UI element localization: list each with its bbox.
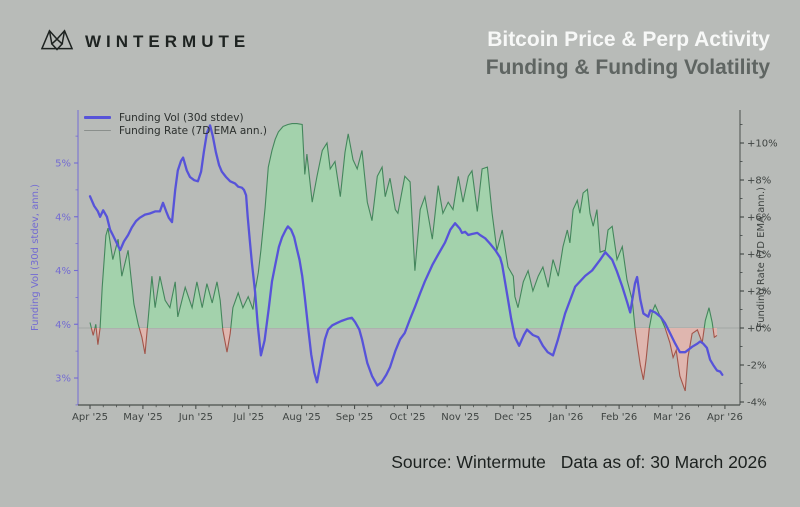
legend-item-funding-rate: Funding Rate (7D EMA ann.) [84,124,267,137]
svg-text:Sep '25: Sep '25 [336,412,374,423]
svg-text:5%: 5% [55,159,71,170]
source-footer: Source: Wintermute Data as of: 30 March … [391,452,767,473]
svg-text:May '25: May '25 [123,412,162,423]
svg-text:4%: 4% [55,212,71,223]
legend-item-funding-vol: Funding Vol (30d stdev) [84,111,267,124]
svg-text:+6%: +6% [747,213,771,224]
svg-text:Aug '25: Aug '25 [283,412,321,423]
svg-text:Jun '25: Jun '25 [178,412,213,423]
svg-text:+2%: +2% [747,287,771,298]
svg-text:-4%: -4% [747,398,766,409]
svg-text:Feb '26: Feb '26 [601,412,637,423]
svg-text:-2%: -2% [747,361,766,372]
svg-text:+4%: +4% [747,250,771,261]
source-text: Source: Wintermute [391,452,546,472]
svg-text:Jan '26: Jan '26 [548,412,583,423]
chart-titles: Bitcoin Price & Perp Activity Funding & … [486,27,770,82]
svg-text:4%: 4% [55,320,71,331]
funding-rate-swatch [84,129,111,132]
svg-text:3%: 3% [55,374,71,385]
funding-vol-swatch [84,116,111,119]
page-subtitle: Funding & Funding Volatility [485,56,770,80]
svg-text:Nov '25: Nov '25 [441,412,479,423]
svg-text:Apr '26: Apr '26 [707,412,743,423]
svg-text:+8%: +8% [747,176,771,187]
svg-text:Funding Rate (7D EMA ann.): Funding Rate (7D EMA ann.) [756,187,767,328]
svg-text:Dec '25: Dec '25 [494,412,532,423]
svg-text:Funding Vol (30d stdev, ann.): Funding Vol (30d stdev, ann.) [30,184,41,331]
svg-text:Jul '25: Jul '25 [232,412,264,423]
svg-text:Mar '26: Mar '26 [653,412,691,423]
svg-text:Apr '25: Apr '25 [72,412,108,423]
svg-text:4%: 4% [55,266,71,277]
wintermute-logo: WINTERMUTE [40,26,250,58]
svg-text:Oct '25: Oct '25 [389,412,425,423]
asof-text: Data as of: 30 March 2026 [560,452,767,472]
funding-rate-label: Funding Rate (7D EMA ann.) [119,124,268,137]
legend: Funding Vol (30d stdev) Funding Rate (7D… [84,111,267,137]
brand-name: WINTERMUTE [85,32,251,51]
page-title: Bitcoin Price & Perp Activity [487,28,770,51]
wintermute-bird-icon [40,29,74,51]
svg-text:+0%: +0% [747,324,771,335]
svg-text:+10%: +10% [747,139,778,150]
funding-vol-label: Funding Vol (30d stdev) [119,111,244,124]
